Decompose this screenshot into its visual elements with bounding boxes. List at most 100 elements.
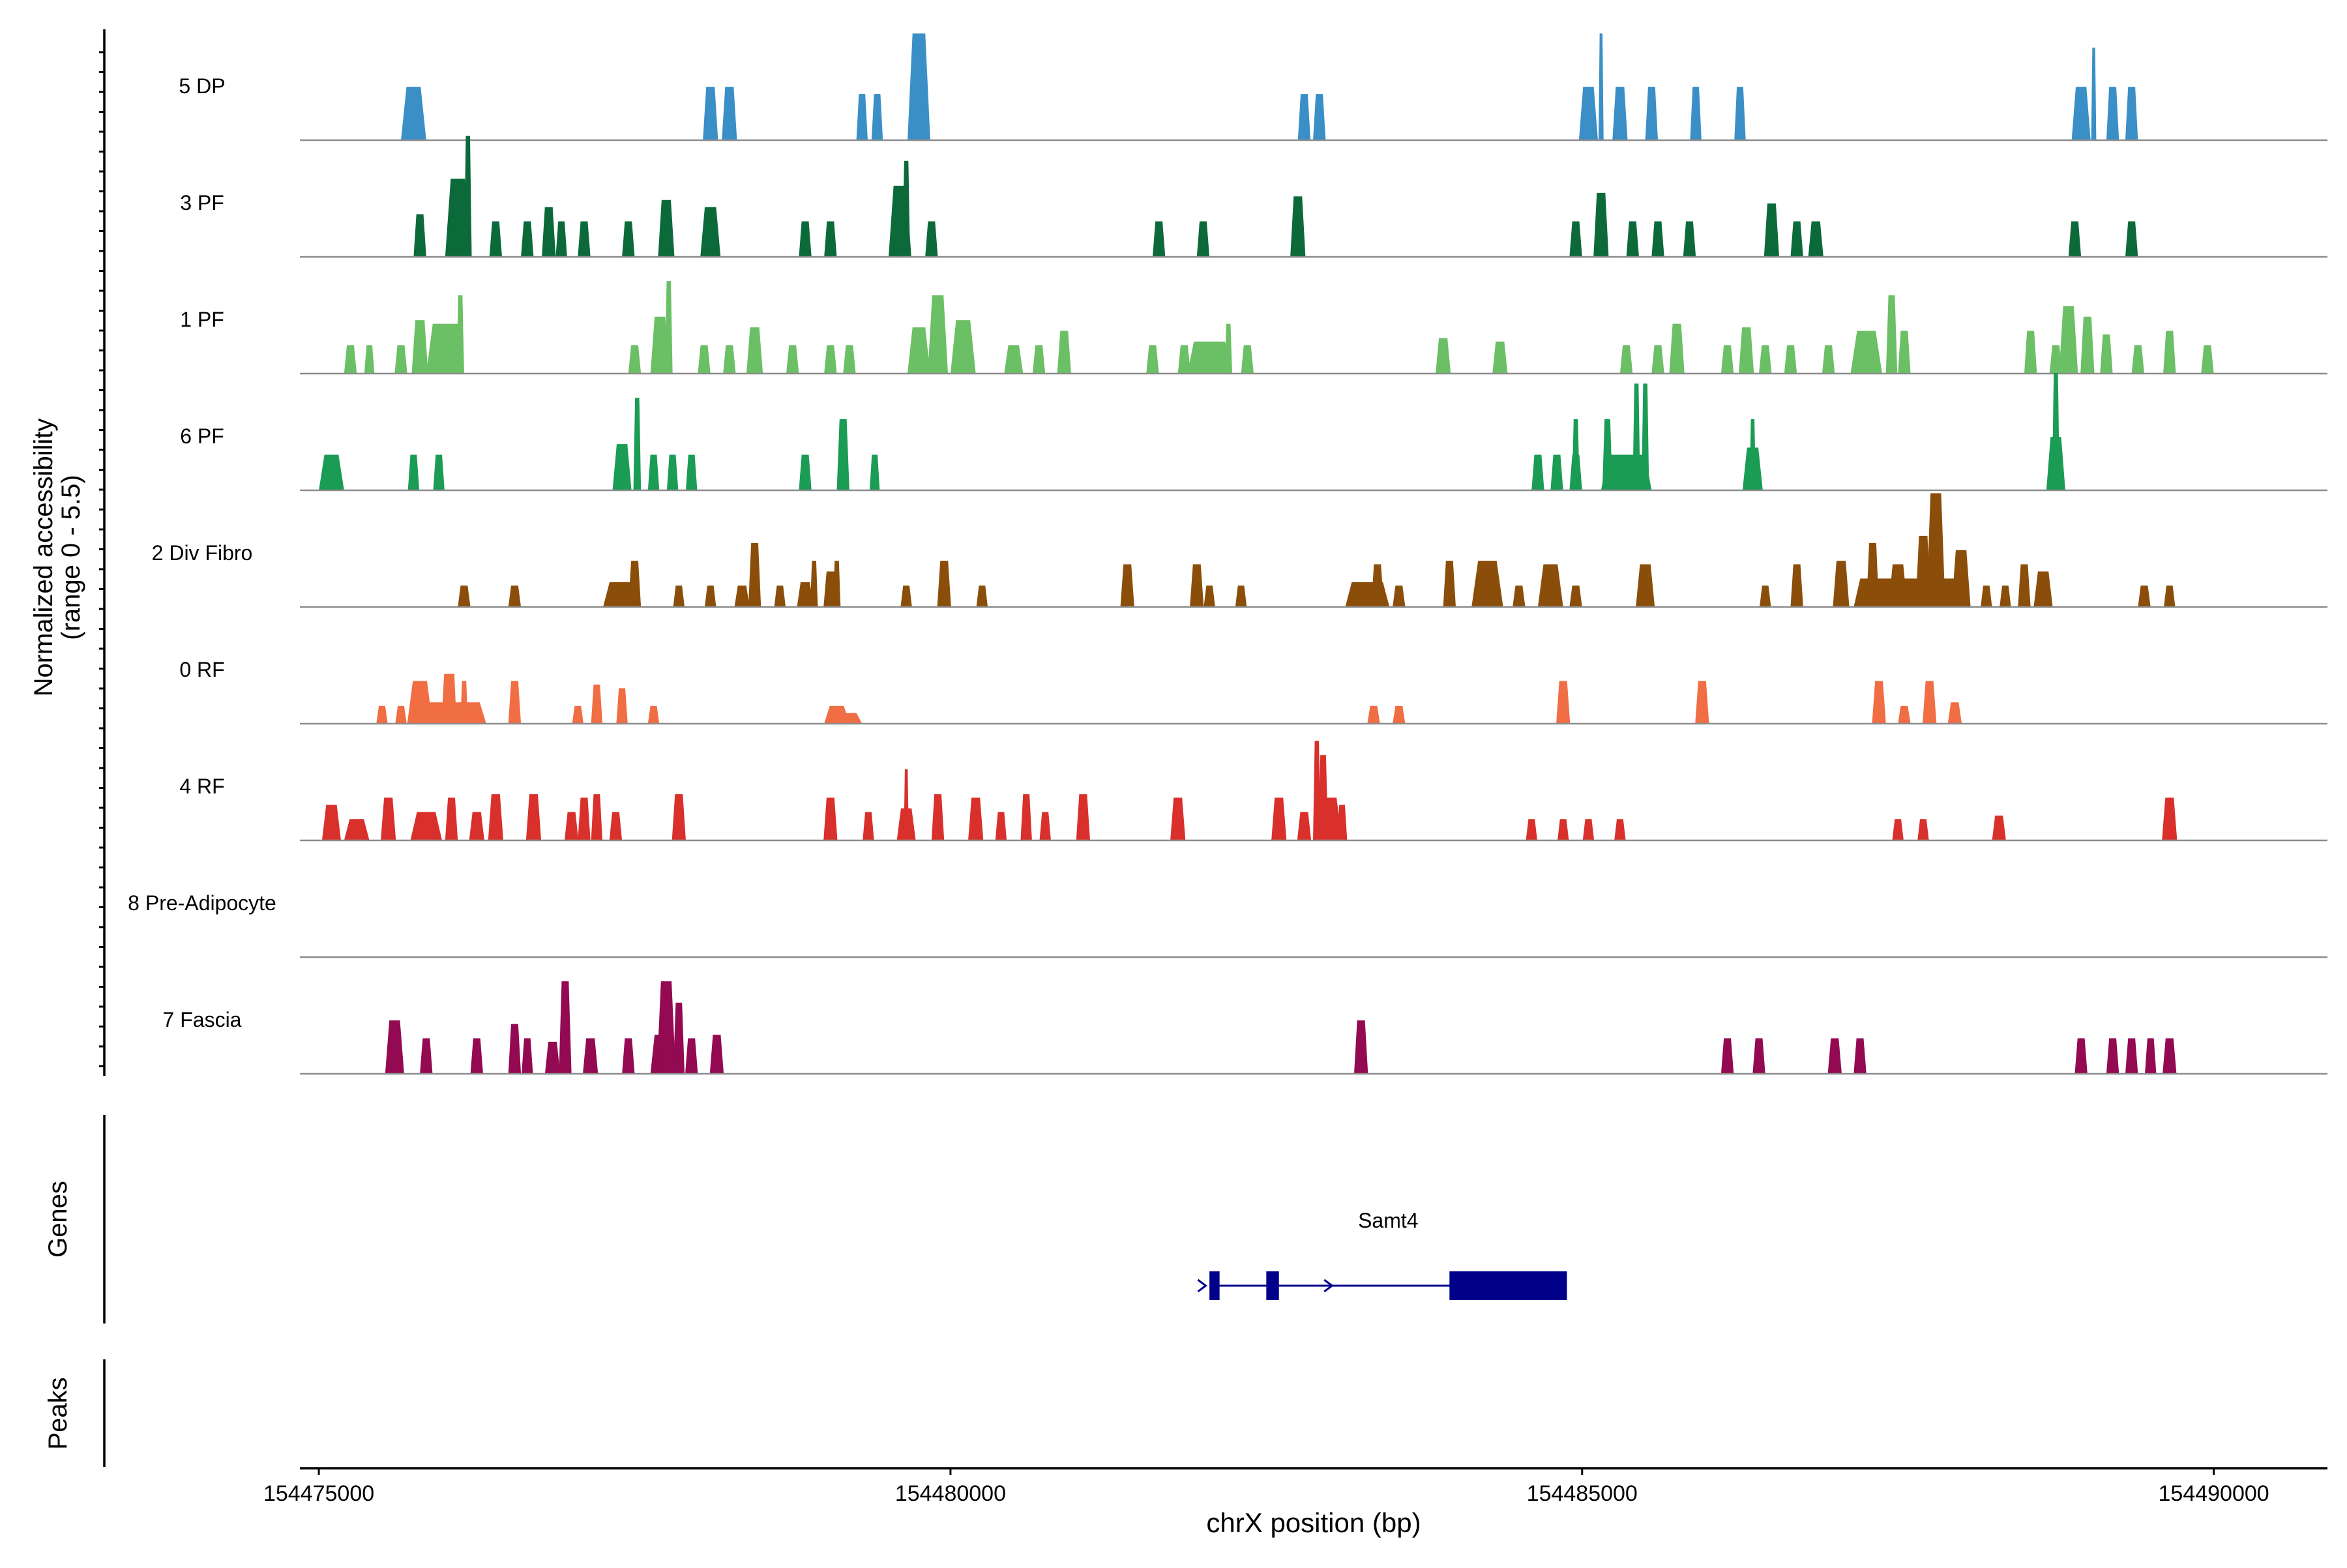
x-tick-label: 154480000 [895,1481,1006,1506]
coverage-peak [572,705,584,724]
coverage-peak [1393,585,1406,607]
coverage-peak [1827,1038,1842,1074]
coverage-peak [1951,550,1971,607]
coverage-peak [1992,815,2006,840]
x-ticks: 154475000 154480000 154485000 154490000 [263,1468,2269,1506]
coverage-peak [2106,1038,2119,1074]
track-label: 2 Div Fibro [152,541,253,565]
coverage-peak [1602,419,1613,490]
coverage-peak [2164,585,2176,607]
track-label: 0 RF [179,658,224,681]
x-tick-label: 154485000 [1527,1481,1638,1506]
coverage-peak [2125,221,2138,257]
track-label: 4 RF [179,775,224,798]
coverage-peak [1032,345,1046,374]
coverage-peak [578,221,591,257]
track-6-pf: 6 PF [180,373,2327,492]
coverage-peak [664,281,673,374]
coverage-peak [1808,221,1823,257]
coverage-peak [319,454,344,490]
coverage-peak [1582,819,1595,840]
coverage-peak [1892,819,1904,840]
coverage-peak [1872,681,1886,724]
coverage-peak [508,681,522,724]
gene-exon [1449,1271,1567,1300]
coverage-peak [673,585,685,607]
peaks-label: Peaks [44,1377,72,1449]
coverage-peak [950,320,976,374]
coverage-peak [1241,345,1254,374]
coverage-peak [1492,341,1508,374]
coverage-peak [871,94,883,140]
strand-arrow-icon [1197,1279,1207,1293]
coverage-peak [1926,493,1945,607]
coverage-peak [458,585,471,607]
coverage-peak [1632,383,1640,490]
track-label: 8 Pre-Adipocyte [128,891,276,915]
coverage-peak [797,582,814,607]
coverage-peak [1235,585,1247,607]
coverage-peak [555,221,567,257]
coverage-peak [2080,316,2095,374]
coverage-peak [1822,345,1835,374]
coverage-peak [401,87,426,140]
coverage-peak [666,454,679,490]
coverage-peak [2000,585,2011,607]
coverage-peak [1626,221,1639,257]
coverage-peak [810,561,818,607]
strand-arrow-icon [1323,1279,1334,1293]
coverage-peak [2024,331,2037,374]
gene-label-samt4: Samt4 [1358,1209,1418,1232]
coverage-peak [2125,87,2138,140]
coverage-peak [1720,345,1734,374]
track-1-pf: 1 PF [180,281,2327,375]
coverage-peak [1614,819,1626,840]
coverage-peak [508,585,522,607]
coverage-peak [1619,345,1633,374]
coverage-peak [786,345,799,374]
coverage-peak [628,561,642,607]
coverage-peak [976,585,988,607]
coverage-peak [525,794,542,840]
coverage-peak [1318,755,1329,840]
coverage-peak [394,345,407,374]
coverage-peak [700,207,721,257]
coverage-peak [925,221,938,257]
coverage-peak [658,200,675,257]
coverage-peak [583,1038,598,1074]
coverage-peak [1885,295,1898,374]
coverage-peak [364,345,375,374]
coverage-peak [1784,345,1797,374]
coverage-peak [824,221,837,257]
coverage-peak [1297,94,1311,140]
coverage-peak [1187,341,1232,374]
coverage-peak [1683,221,1696,257]
y-ticks [99,51,104,1067]
coverage-peak [685,454,698,490]
coverage-peak [446,673,457,724]
coverage-peak [2033,571,2053,607]
coverage-peak [995,812,1007,840]
coverage-peak [344,819,370,840]
coverage-peak [1290,196,1306,257]
coverage-peak [799,454,812,490]
coverage-peak [1853,1038,1867,1074]
coverage-peak [774,585,786,607]
coverage-peak [1641,383,1649,490]
coverage-peak [1152,221,1166,257]
coverage-peak [904,769,909,840]
coverage-peak [433,454,445,490]
coverage-peak [1572,419,1580,490]
track-2-div-fibro: 2 Div Fibro [152,493,2327,608]
coverage-peak [1224,323,1233,374]
coverage-peak [522,1038,533,1074]
coverage-peak [836,713,863,724]
coverage-peak [2162,1038,2177,1074]
coverage-peak [2163,331,2176,374]
coverage-peak [1636,564,1655,607]
coverage-peak [902,160,910,257]
coverage-peak [488,794,503,840]
coverage-tracks: 5 DP 3 PF 1 PF 6 PF 2 Div Fibro 0 RF 4 RF 8 Pre… [128,33,2327,1075]
coverage-peak [709,1035,724,1074]
track-4-rf: 4 RF [179,741,2327,842]
